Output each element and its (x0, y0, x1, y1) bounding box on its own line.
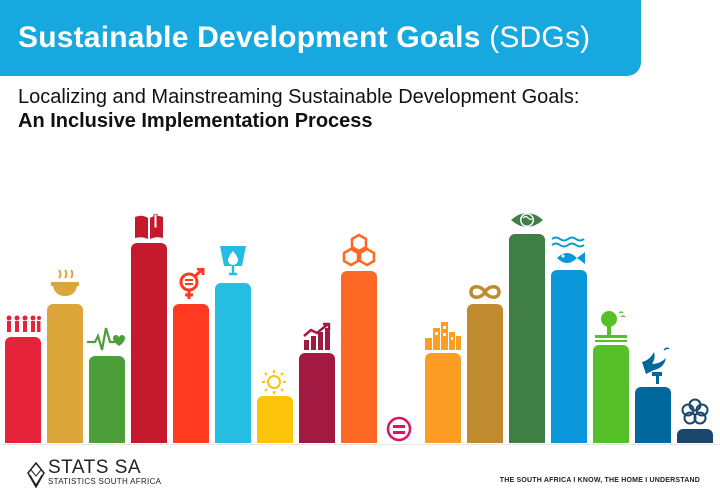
dove-icon (642, 347, 670, 384)
eye-globe-icon (511, 213, 543, 227)
title-abbr: (SDGs) (489, 21, 591, 54)
goal-bar-4 (131, 243, 167, 443)
cubes-icon (342, 233, 376, 267)
goal-bar-11 (425, 353, 461, 443)
goal-bar-17 (677, 429, 713, 443)
water-drop-icon (220, 246, 246, 276)
city-icon (425, 322, 461, 350)
goal-bar-2 (47, 304, 83, 443)
goal-bar-13 (509, 234, 545, 443)
logo-title: STATS SA (48, 457, 142, 478)
food-bowl-icon (51, 269, 79, 296)
goal-bar-3 (89, 356, 125, 443)
subtitle-line-1: Localizing and Mainstreaming Sustainable… (18, 86, 580, 108)
goal-bar-6 (215, 283, 251, 443)
goal-bar-7 (257, 396, 293, 443)
logo-subtitle: STATISTICS SOUTH AFRICA (48, 477, 162, 486)
goal-bar-9 (341, 271, 377, 443)
heartbeat-icon (87, 327, 125, 351)
goal-bar-1 (5, 337, 41, 443)
goal-bar-5 (173, 304, 209, 443)
footer-tagline: THE SOUTH AFRICA I KNOW, THE HOME I UNDE… (499, 477, 700, 484)
subtitle-line-2: An Inclusive Implementation Process (18, 110, 373, 132)
partnership-icon (681, 398, 709, 425)
page-title: Sustainable Development Goals (SDGs) (18, 21, 590, 55)
fish-icon (551, 236, 585, 264)
gender-equality-icon (179, 268, 205, 299)
title-banner (0, 0, 641, 76)
stats-sa-logo-icon (27, 462, 45, 488)
goal-bar-8 (299, 353, 335, 443)
infinity-icon (469, 285, 501, 299)
goal-bar-12 (467, 304, 503, 443)
equality-icon (386, 416, 412, 442)
people-icon (6, 315, 41, 332)
sun-icon (262, 370, 286, 394)
subtitle: Localizing and Mainstreaming Sustainable… (18, 85, 579, 133)
goal-bar-14 (551, 270, 587, 443)
book-icon (135, 214, 163, 239)
title-main: Sustainable Development Goals (18, 21, 481, 54)
goal-bar-15 (593, 345, 629, 443)
tree-icon (595, 311, 627, 342)
goal-bar-16 (635, 387, 671, 443)
growth-chart-icon (303, 322, 331, 350)
footer (0, 444, 720, 500)
